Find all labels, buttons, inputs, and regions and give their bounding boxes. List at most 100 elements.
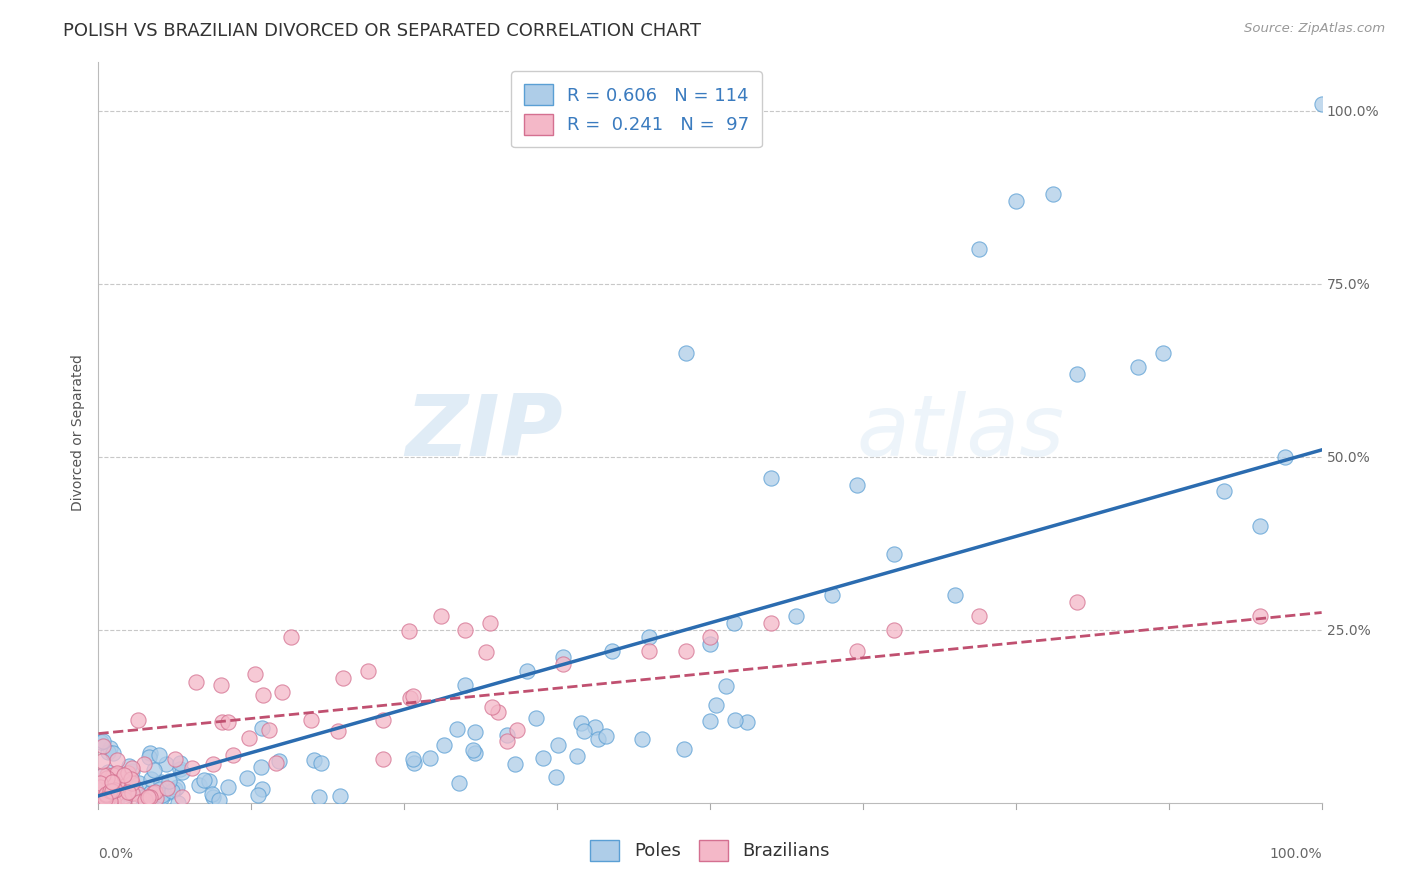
- Point: [193, 772, 215, 787]
- Point: [250, 721, 273, 735]
- Point: [90, 769, 112, 783]
- Point: [454, 623, 477, 637]
- Point: [121, 776, 143, 790]
- Point: [149, 781, 172, 796]
- Point: [845, 477, 868, 491]
- Point: [967, 242, 990, 256]
- Point: [553, 650, 575, 665]
- Point: [90, 787, 112, 801]
- Point: [1128, 359, 1150, 374]
- Text: Source: ZipAtlas.com: Source: ZipAtlas.com: [1244, 22, 1385, 36]
- Legend: Poles, Brazilians: Poles, Brazilians: [583, 832, 837, 868]
- Point: [89, 776, 111, 790]
- Point: [495, 729, 517, 743]
- Point: [544, 770, 567, 784]
- Point: [332, 671, 354, 685]
- Point: [373, 713, 395, 727]
- Point: [553, 657, 575, 672]
- Point: [94, 789, 117, 803]
- Point: [105, 792, 128, 806]
- Point: [118, 787, 141, 801]
- Point: [188, 778, 211, 792]
- Point: [117, 759, 139, 773]
- Point: [506, 723, 529, 737]
- Point: [1249, 609, 1271, 624]
- Point: [761, 470, 783, 484]
- Point: [163, 752, 186, 766]
- Point: [105, 753, 128, 767]
- Text: 100.0%: 100.0%: [1270, 847, 1322, 861]
- Point: [699, 630, 721, 644]
- Point: [371, 752, 394, 766]
- Point: [93, 791, 115, 805]
- Point: [1066, 367, 1088, 381]
- Point: [96, 793, 118, 807]
- Point: [145, 790, 167, 805]
- Point: [433, 738, 456, 752]
- Point: [148, 748, 170, 763]
- Point: [1249, 519, 1271, 533]
- Point: [280, 630, 302, 644]
- Point: [170, 765, 193, 780]
- Point: [446, 723, 468, 737]
- Point: [217, 714, 239, 729]
- Text: POLISH VS BRAZILIAN DIVORCED OR SEPARATED CORRELATION CHART: POLISH VS BRAZILIAN DIVORCED OR SEPARATE…: [63, 22, 702, 40]
- Point: [464, 746, 486, 760]
- Point: [883, 547, 905, 561]
- Point: [121, 764, 143, 779]
- Point: [132, 790, 155, 805]
- Point: [236, 771, 259, 785]
- Point: [569, 715, 592, 730]
- Point: [128, 795, 150, 809]
- Point: [1066, 595, 1088, 609]
- Point: [595, 729, 617, 743]
- Point: [821, 588, 844, 602]
- Point: [637, 643, 661, 657]
- Point: [699, 637, 721, 651]
- Point: [100, 793, 122, 807]
- Point: [121, 786, 143, 800]
- Point: [112, 789, 135, 803]
- Point: [89, 780, 111, 794]
- Point: [565, 749, 588, 764]
- Point: [112, 792, 135, 806]
- Point: [1152, 346, 1174, 360]
- Point: [150, 788, 173, 802]
- Point: [163, 781, 186, 796]
- Point: [117, 784, 139, 798]
- Point: [1004, 194, 1026, 208]
- Point: [115, 781, 138, 796]
- Point: [142, 763, 165, 777]
- Point: [1274, 450, 1296, 464]
- Point: [101, 784, 124, 798]
- Point: [105, 765, 128, 780]
- Point: [98, 783, 121, 797]
- Point: [208, 793, 231, 807]
- Point: [1212, 484, 1234, 499]
- Point: [101, 774, 124, 789]
- Point: [699, 714, 721, 728]
- Point: [104, 793, 127, 807]
- Point: [402, 756, 425, 771]
- Point: [93, 739, 115, 753]
- Point: [139, 772, 162, 786]
- Point: [478, 615, 501, 630]
- Point: [402, 689, 425, 703]
- Point: [94, 789, 117, 803]
- Point: [152, 790, 174, 805]
- Point: [430, 609, 453, 624]
- Point: [169, 763, 191, 777]
- Point: [524, 711, 547, 725]
- Point: [101, 795, 124, 809]
- Point: [246, 788, 269, 802]
- Point: [93, 733, 115, 747]
- Point: [156, 780, 179, 795]
- Point: [463, 743, 485, 757]
- Point: [675, 643, 697, 657]
- Point: [101, 746, 124, 760]
- Point: [127, 713, 149, 727]
- Point: [486, 706, 509, 720]
- Point: [98, 741, 121, 756]
- Point: [112, 768, 135, 782]
- Point: [967, 609, 990, 624]
